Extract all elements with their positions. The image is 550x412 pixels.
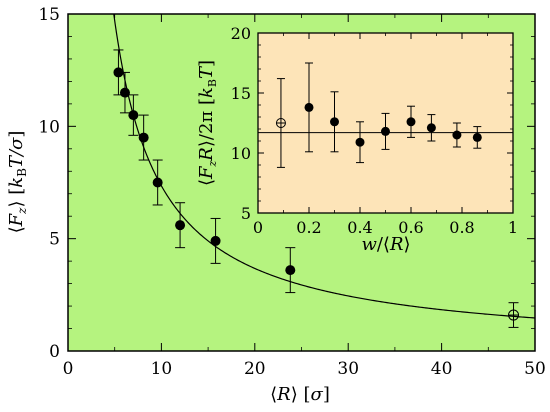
main-x-tick-label: 20 bbox=[244, 359, 266, 379]
inset-y-tick-label: 20 bbox=[231, 24, 251, 43]
inset-point-0-0 bbox=[304, 62, 314, 153]
main-point-0-5 bbox=[175, 202, 186, 249]
main-data-point bbox=[152, 177, 163, 188]
inset-x-tick-label: 0.6 bbox=[398, 218, 423, 237]
main-marks bbox=[113, 13, 536, 328]
inset-data-point bbox=[381, 126, 390, 136]
main-data-point bbox=[175, 220, 186, 231]
main-data-point bbox=[128, 110, 139, 121]
main-x-tick-label: 30 bbox=[337, 359, 359, 379]
inset-point-0-5 bbox=[426, 114, 436, 142]
inset-point-0-2 bbox=[355, 121, 365, 164]
inset-marks bbox=[258, 62, 513, 168]
main-point-0-2 bbox=[128, 94, 139, 136]
inset-x-tick-label: 0.2 bbox=[296, 218, 321, 237]
main-x-tick-label: 10 bbox=[151, 359, 173, 379]
main-data-point bbox=[119, 87, 130, 98]
inset-x-tick-label: 0 bbox=[253, 218, 263, 237]
inset-data-point bbox=[304, 102, 314, 112]
inset-data-point bbox=[452, 130, 462, 140]
main-x-tick-label: 40 bbox=[431, 359, 453, 379]
main-point-0-0 bbox=[113, 49, 124, 96]
inset-x-tick-label: 0.8 bbox=[449, 218, 474, 237]
main-data-point bbox=[138, 132, 149, 143]
inset-data-point bbox=[426, 123, 436, 133]
inset-data-point bbox=[406, 117, 416, 127]
inset-point-0-3 bbox=[381, 112, 390, 150]
main-point-0-7 bbox=[285, 247, 296, 294]
main-point-1-0 bbox=[508, 302, 520, 328]
inset-x-axis-label: w/⟨R⟩ bbox=[361, 234, 410, 255]
main-point-0-6 bbox=[210, 217, 221, 264]
main-data-point bbox=[113, 67, 124, 78]
main-y-axis-label: ⟨Fz⟩ [kBT/σ] bbox=[6, 131, 29, 234]
main-y-tick-label: 15 bbox=[38, 5, 60, 25]
inset-point-0-6 bbox=[452, 122, 462, 148]
main-point-0-1 bbox=[119, 71, 130, 114]
main-y-tick-label: 0 bbox=[49, 342, 60, 362]
main-y-tick-label: 10 bbox=[38, 117, 60, 137]
inset-data-point bbox=[472, 132, 482, 142]
inset-y-tick-label: 5 bbox=[241, 204, 251, 223]
inset-point-1-0 bbox=[275, 78, 286, 168]
main-x-axis-label: ⟨R⟩ [σ] bbox=[270, 384, 330, 405]
main-x-tick-label: 0 bbox=[63, 359, 74, 379]
main-data-point bbox=[285, 265, 296, 276]
inset-data-point bbox=[330, 117, 339, 127]
main-x-tick-label: 50 bbox=[524, 359, 546, 379]
inset-point-0-7 bbox=[472, 126, 482, 149]
inset-y-tick-label: 15 bbox=[231, 84, 251, 103]
inset-x-tick-label: 1 bbox=[508, 218, 518, 237]
main-fit-curve bbox=[113, 13, 536, 319]
inset-y-tick-label: 10 bbox=[231, 144, 251, 163]
inset-x-tick-label: 0.4 bbox=[347, 218, 372, 237]
inset-point-0-4 bbox=[406, 105, 416, 138]
inset-point-0-1 bbox=[330, 91, 339, 153]
main-y-tick-label: 5 bbox=[49, 230, 60, 250]
main-data-point bbox=[210, 235, 221, 246]
inset-data-point bbox=[355, 137, 365, 147]
main-point-0-4 bbox=[152, 159, 163, 206]
main-point-0-3 bbox=[138, 114, 149, 161]
inset-y-axis-label: ⟨FzR⟩/2π [kBT] bbox=[196, 60, 219, 186]
